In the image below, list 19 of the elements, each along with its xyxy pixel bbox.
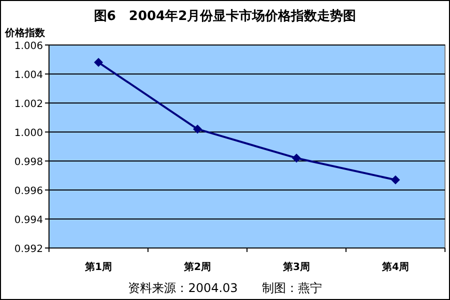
y-tick-label: 1.000: [14, 128, 43, 139]
y-tick-label: 0.996: [14, 186, 43, 197]
y-tick-label: 0.992: [14, 244, 43, 255]
x-tick-label: 第2周: [183, 261, 211, 273]
point: [94, 58, 103, 67]
y-tick-label: 1.004: [14, 70, 43, 81]
x-tick-label: 第3周: [282, 261, 310, 273]
point: [292, 154, 301, 163]
x-tick-label: 第4周: [381, 261, 409, 273]
chart-title: 图6 2004年2月份显卡市场价格指数走势图: [94, 8, 356, 24]
x-tick-label: 第1周: [84, 261, 112, 273]
point: [193, 124, 202, 134]
y-axis-title: 价格指数: [4, 27, 46, 39]
y-tick-label: 1.002: [14, 99, 43, 110]
y-tick-label: 0.994: [14, 215, 43, 226]
text: 资料来源：2004.03 制图：燕宁: [128, 281, 322, 295]
y-tick-label: 0.998: [14, 157, 43, 168]
point: [391, 175, 400, 184]
y-tick-label: 1.006: [14, 41, 43, 52]
